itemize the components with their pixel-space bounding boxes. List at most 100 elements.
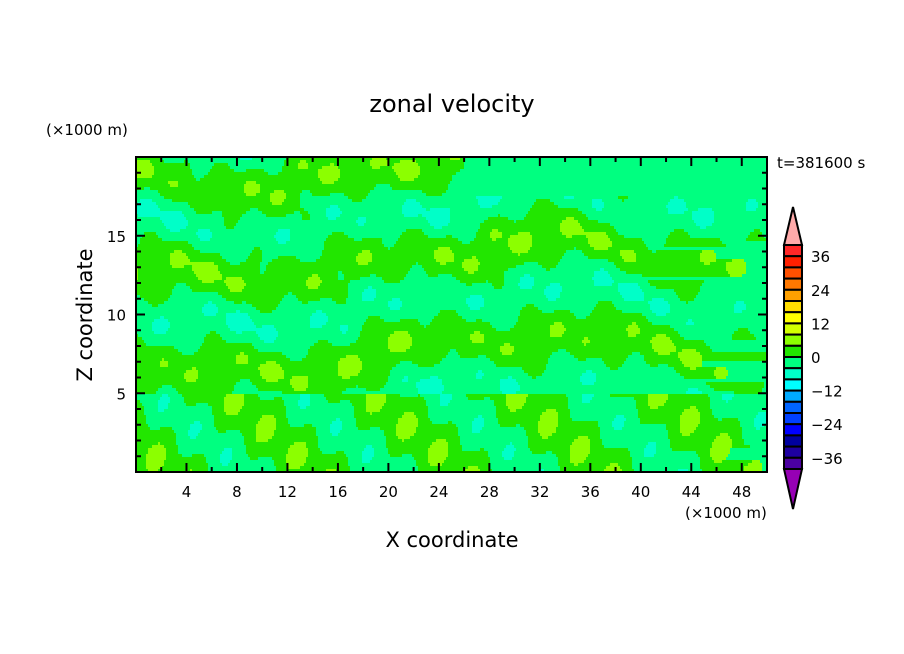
contour-band bbox=[524, 217, 566, 220]
contour-band bbox=[464, 259, 478, 262]
contour-band bbox=[248, 361, 266, 364]
contour-band bbox=[272, 457, 286, 460]
contour-band bbox=[158, 190, 244, 193]
contour-band bbox=[380, 409, 428, 412]
contour-band bbox=[474, 238, 492, 241]
contour-band bbox=[266, 265, 412, 268]
contour-band bbox=[154, 331, 166, 334]
contour-band bbox=[204, 337, 222, 340]
contour-band bbox=[136, 355, 236, 358]
contour-band bbox=[262, 415, 274, 418]
contour-band bbox=[154, 172, 192, 175]
contour-band bbox=[148, 448, 166, 451]
contour-band bbox=[472, 427, 482, 430]
contour-band bbox=[598, 301, 612, 304]
contour-band bbox=[310, 190, 370, 193]
time-label: t=381600 s bbox=[777, 154, 865, 172]
contour-band bbox=[674, 196, 678, 199]
contour-band bbox=[732, 439, 744, 442]
contour-band bbox=[680, 418, 700, 421]
contour-band bbox=[258, 388, 294, 391]
x-tick-label: 28 bbox=[480, 483, 499, 501]
contour-band bbox=[272, 436, 318, 439]
contour-band bbox=[468, 304, 484, 307]
contour-band bbox=[218, 430, 226, 433]
contour-band bbox=[136, 391, 156, 394]
contour-band bbox=[136, 370, 186, 373]
y-tick-label: 10 bbox=[107, 307, 126, 325]
contour-band bbox=[198, 376, 262, 379]
x-tick-label: 12 bbox=[278, 483, 297, 501]
contour-band bbox=[318, 175, 340, 178]
contour-band bbox=[280, 364, 338, 367]
contour-band bbox=[426, 217, 450, 220]
contour-band bbox=[566, 235, 572, 238]
contour-band bbox=[446, 439, 460, 442]
contour-band bbox=[244, 394, 258, 397]
contour-band bbox=[500, 382, 518, 385]
colorbar-box bbox=[783, 322, 803, 336]
contour-band bbox=[492, 238, 496, 241]
contour-band bbox=[326, 208, 340, 211]
contour-band bbox=[722, 460, 752, 463]
contour-band bbox=[136, 373, 184, 376]
contour-band bbox=[214, 163, 228, 166]
contour-band bbox=[322, 250, 362, 253]
contour-band bbox=[700, 412, 712, 415]
contour-band bbox=[542, 412, 558, 415]
contour-band bbox=[246, 448, 288, 451]
contour-band bbox=[620, 253, 636, 256]
contour-band bbox=[716, 259, 732, 262]
contour-band bbox=[734, 307, 746, 310]
contour-band bbox=[250, 253, 262, 256]
contour-band bbox=[136, 379, 186, 382]
contour-band bbox=[592, 202, 604, 205]
contour-band bbox=[646, 361, 682, 364]
contour-band bbox=[682, 349, 696, 352]
contour-band bbox=[358, 223, 364, 226]
contour-band bbox=[338, 367, 362, 370]
contour-band bbox=[476, 196, 502, 199]
x-tick-label: 4 bbox=[182, 483, 192, 501]
contour-band bbox=[170, 253, 186, 256]
contour-band bbox=[168, 364, 260, 367]
contour-band bbox=[566, 328, 626, 331]
contour-band bbox=[274, 463, 288, 466]
contour-band bbox=[138, 277, 198, 280]
contour-band bbox=[550, 325, 564, 328]
contour-band bbox=[674, 367, 690, 370]
contour-band bbox=[362, 454, 374, 457]
contour-band bbox=[636, 334, 656, 337]
contour-band bbox=[474, 271, 504, 274]
contour-band bbox=[592, 310, 622, 313]
contour-band bbox=[442, 463, 490, 466]
contour-band bbox=[690, 433, 720, 436]
contour-band bbox=[428, 454, 448, 457]
contour-band bbox=[700, 256, 716, 259]
contour-band bbox=[476, 232, 490, 235]
contour-band bbox=[244, 352, 282, 355]
contour-band bbox=[616, 415, 624, 418]
contour-band bbox=[388, 304, 402, 307]
contour-band bbox=[464, 268, 478, 271]
contour-band bbox=[572, 442, 590, 445]
contour-band bbox=[228, 325, 256, 328]
contour-band bbox=[690, 406, 696, 409]
contour-band bbox=[558, 457, 570, 460]
contour-band bbox=[256, 385, 292, 388]
contour-band bbox=[174, 250, 182, 253]
contour-band bbox=[244, 436, 256, 439]
contour-band bbox=[388, 451, 428, 454]
colorbar-box bbox=[783, 367, 803, 381]
contour-band bbox=[336, 301, 346, 304]
contour-band bbox=[298, 166, 308, 169]
contour-band bbox=[366, 406, 382, 409]
contour-band bbox=[596, 304, 614, 307]
contour-band bbox=[278, 379, 290, 382]
contour-band bbox=[502, 235, 510, 238]
contour-band bbox=[434, 250, 452, 253]
contour-band bbox=[498, 421, 538, 424]
contour-band bbox=[614, 427, 622, 430]
contour-band bbox=[650, 364, 658, 367]
colorbar-tick-label: −36 bbox=[811, 450, 843, 468]
